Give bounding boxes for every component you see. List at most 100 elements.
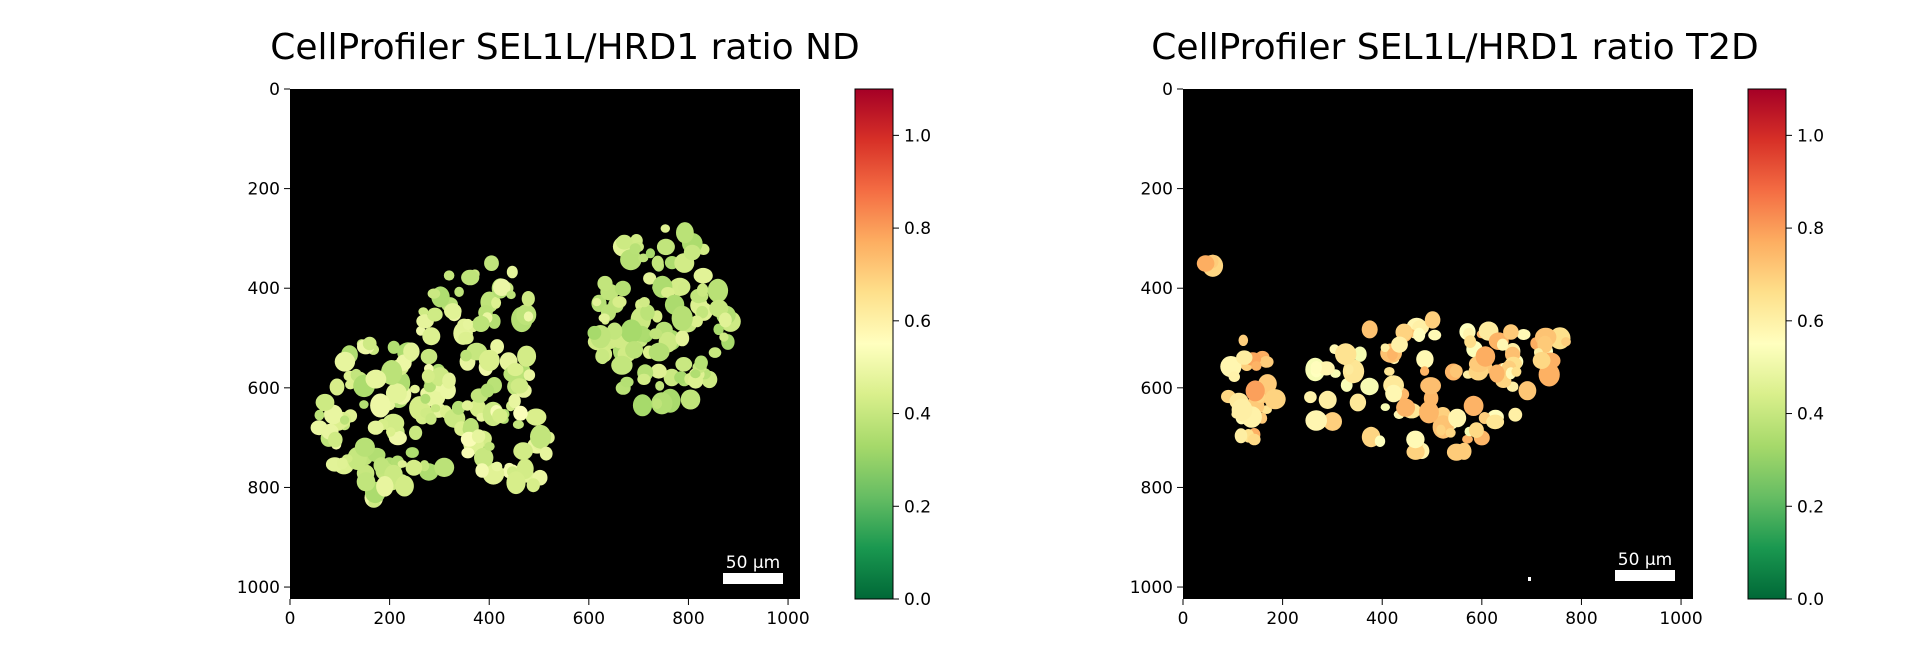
nd-scale-bar-label: 50 µm <box>726 553 780 573</box>
cell <box>595 348 610 364</box>
cell <box>688 373 704 389</box>
cell <box>1361 320 1378 339</box>
cell <box>650 363 667 379</box>
y-tick-label: 400 <box>248 279 280 299</box>
x-tick-label: 600 <box>1466 609 1498 629</box>
t2d-scale-bar-label: 50 µm <box>1618 550 1672 570</box>
cell <box>513 442 533 460</box>
cell <box>675 357 692 372</box>
cell <box>420 348 438 365</box>
cell <box>1436 424 1446 436</box>
x-tick-label: 600 <box>573 609 605 629</box>
cell <box>707 278 729 303</box>
cell <box>683 244 701 261</box>
cell <box>674 371 688 384</box>
x-tick-label: 400 <box>473 609 505 629</box>
cell <box>694 355 708 370</box>
x-tick-label: 200 <box>1266 609 1298 629</box>
cell <box>381 360 403 385</box>
cell <box>690 369 701 379</box>
cell <box>676 222 694 244</box>
cell <box>405 447 419 458</box>
cell <box>1245 380 1265 402</box>
t2d-scale-bar <box>1615 570 1675 581</box>
colorbar-tick-label: 0.4 <box>1797 405 1824 425</box>
cell <box>427 288 441 299</box>
cell <box>693 267 713 284</box>
cell <box>461 269 480 286</box>
cell <box>370 393 391 418</box>
cell <box>1310 361 1322 374</box>
colorbar-tick-label: 0.6 <box>904 312 931 332</box>
cell <box>387 340 400 354</box>
cell <box>478 349 500 372</box>
cell <box>422 327 441 346</box>
t2d-cells <box>1196 254 1571 581</box>
y-tick-label: 0 <box>1162 80 1173 100</box>
cell <box>334 351 356 372</box>
colorbar-tick-label: 0.0 <box>1797 590 1824 610</box>
cell <box>629 243 641 255</box>
cell <box>655 381 665 391</box>
cell <box>638 297 650 308</box>
cell <box>376 476 394 497</box>
cell <box>1428 329 1442 341</box>
y-tick-label: 600 <box>1141 379 1173 399</box>
cell <box>1380 403 1390 411</box>
colorbar-tick-label: 0.6 <box>1797 312 1824 332</box>
cell <box>427 307 443 322</box>
cell <box>507 362 524 377</box>
t2d-figure: CellProfiler SEL1L/HRD1 ratio T2D 0 200 40… <box>893 0 1853 648</box>
cell <box>696 283 709 297</box>
cell <box>1305 410 1327 431</box>
cell <box>649 328 663 340</box>
y-tick-label: 1000 <box>237 578 280 598</box>
cell <box>663 368 680 387</box>
cell <box>1391 336 1408 353</box>
cell <box>1420 366 1430 376</box>
t2d-image-background <box>1183 89 1693 599</box>
cell <box>403 342 420 361</box>
cell <box>443 270 455 281</box>
cell <box>1462 434 1473 444</box>
cell <box>340 415 350 425</box>
cell <box>1360 377 1379 396</box>
cell <box>1516 329 1531 340</box>
cell <box>713 323 724 335</box>
nd-title: CellProfiler SEL1L/HRD1 ratio ND <box>270 27 859 68</box>
cell <box>597 275 613 292</box>
cell <box>1304 391 1317 404</box>
nd-cells <box>310 222 741 508</box>
cell <box>525 408 547 426</box>
cell <box>632 394 653 417</box>
x-tick-label: 0 <box>285 609 296 629</box>
cell <box>345 379 356 390</box>
cell <box>1486 414 1505 430</box>
cell <box>508 393 521 409</box>
cell <box>1335 343 1357 366</box>
y-tick-label: 200 <box>1141 180 1173 200</box>
cell <box>1448 408 1467 428</box>
cell <box>405 459 423 476</box>
cell <box>620 319 643 343</box>
nd-y-axis: 0 200 400 600 800 1000 <box>237 80 290 598</box>
colorbar-tick-label: 0.0 <box>904 590 931 610</box>
cell <box>671 305 693 331</box>
cell <box>592 298 602 307</box>
colorbar-tick-label: 0.4 <box>904 405 931 425</box>
x-tick-label: 0 <box>1178 609 1189 629</box>
cell <box>718 312 732 328</box>
cell <box>493 278 511 296</box>
x-tick-label: 1000 <box>1659 609 1702 629</box>
nd-scale-bar <box>723 573 783 584</box>
cell <box>638 253 649 263</box>
cell <box>1518 381 1537 401</box>
cell <box>471 429 486 444</box>
x-tick-label: 1000 <box>766 609 809 629</box>
t2d-x-axis: 0 200 400 600 800 1000 <box>1178 599 1703 629</box>
cell <box>1508 407 1523 422</box>
cell <box>442 373 456 389</box>
cell <box>490 339 504 355</box>
y-tick-label: 800 <box>1141 478 1173 498</box>
cell <box>491 296 502 309</box>
